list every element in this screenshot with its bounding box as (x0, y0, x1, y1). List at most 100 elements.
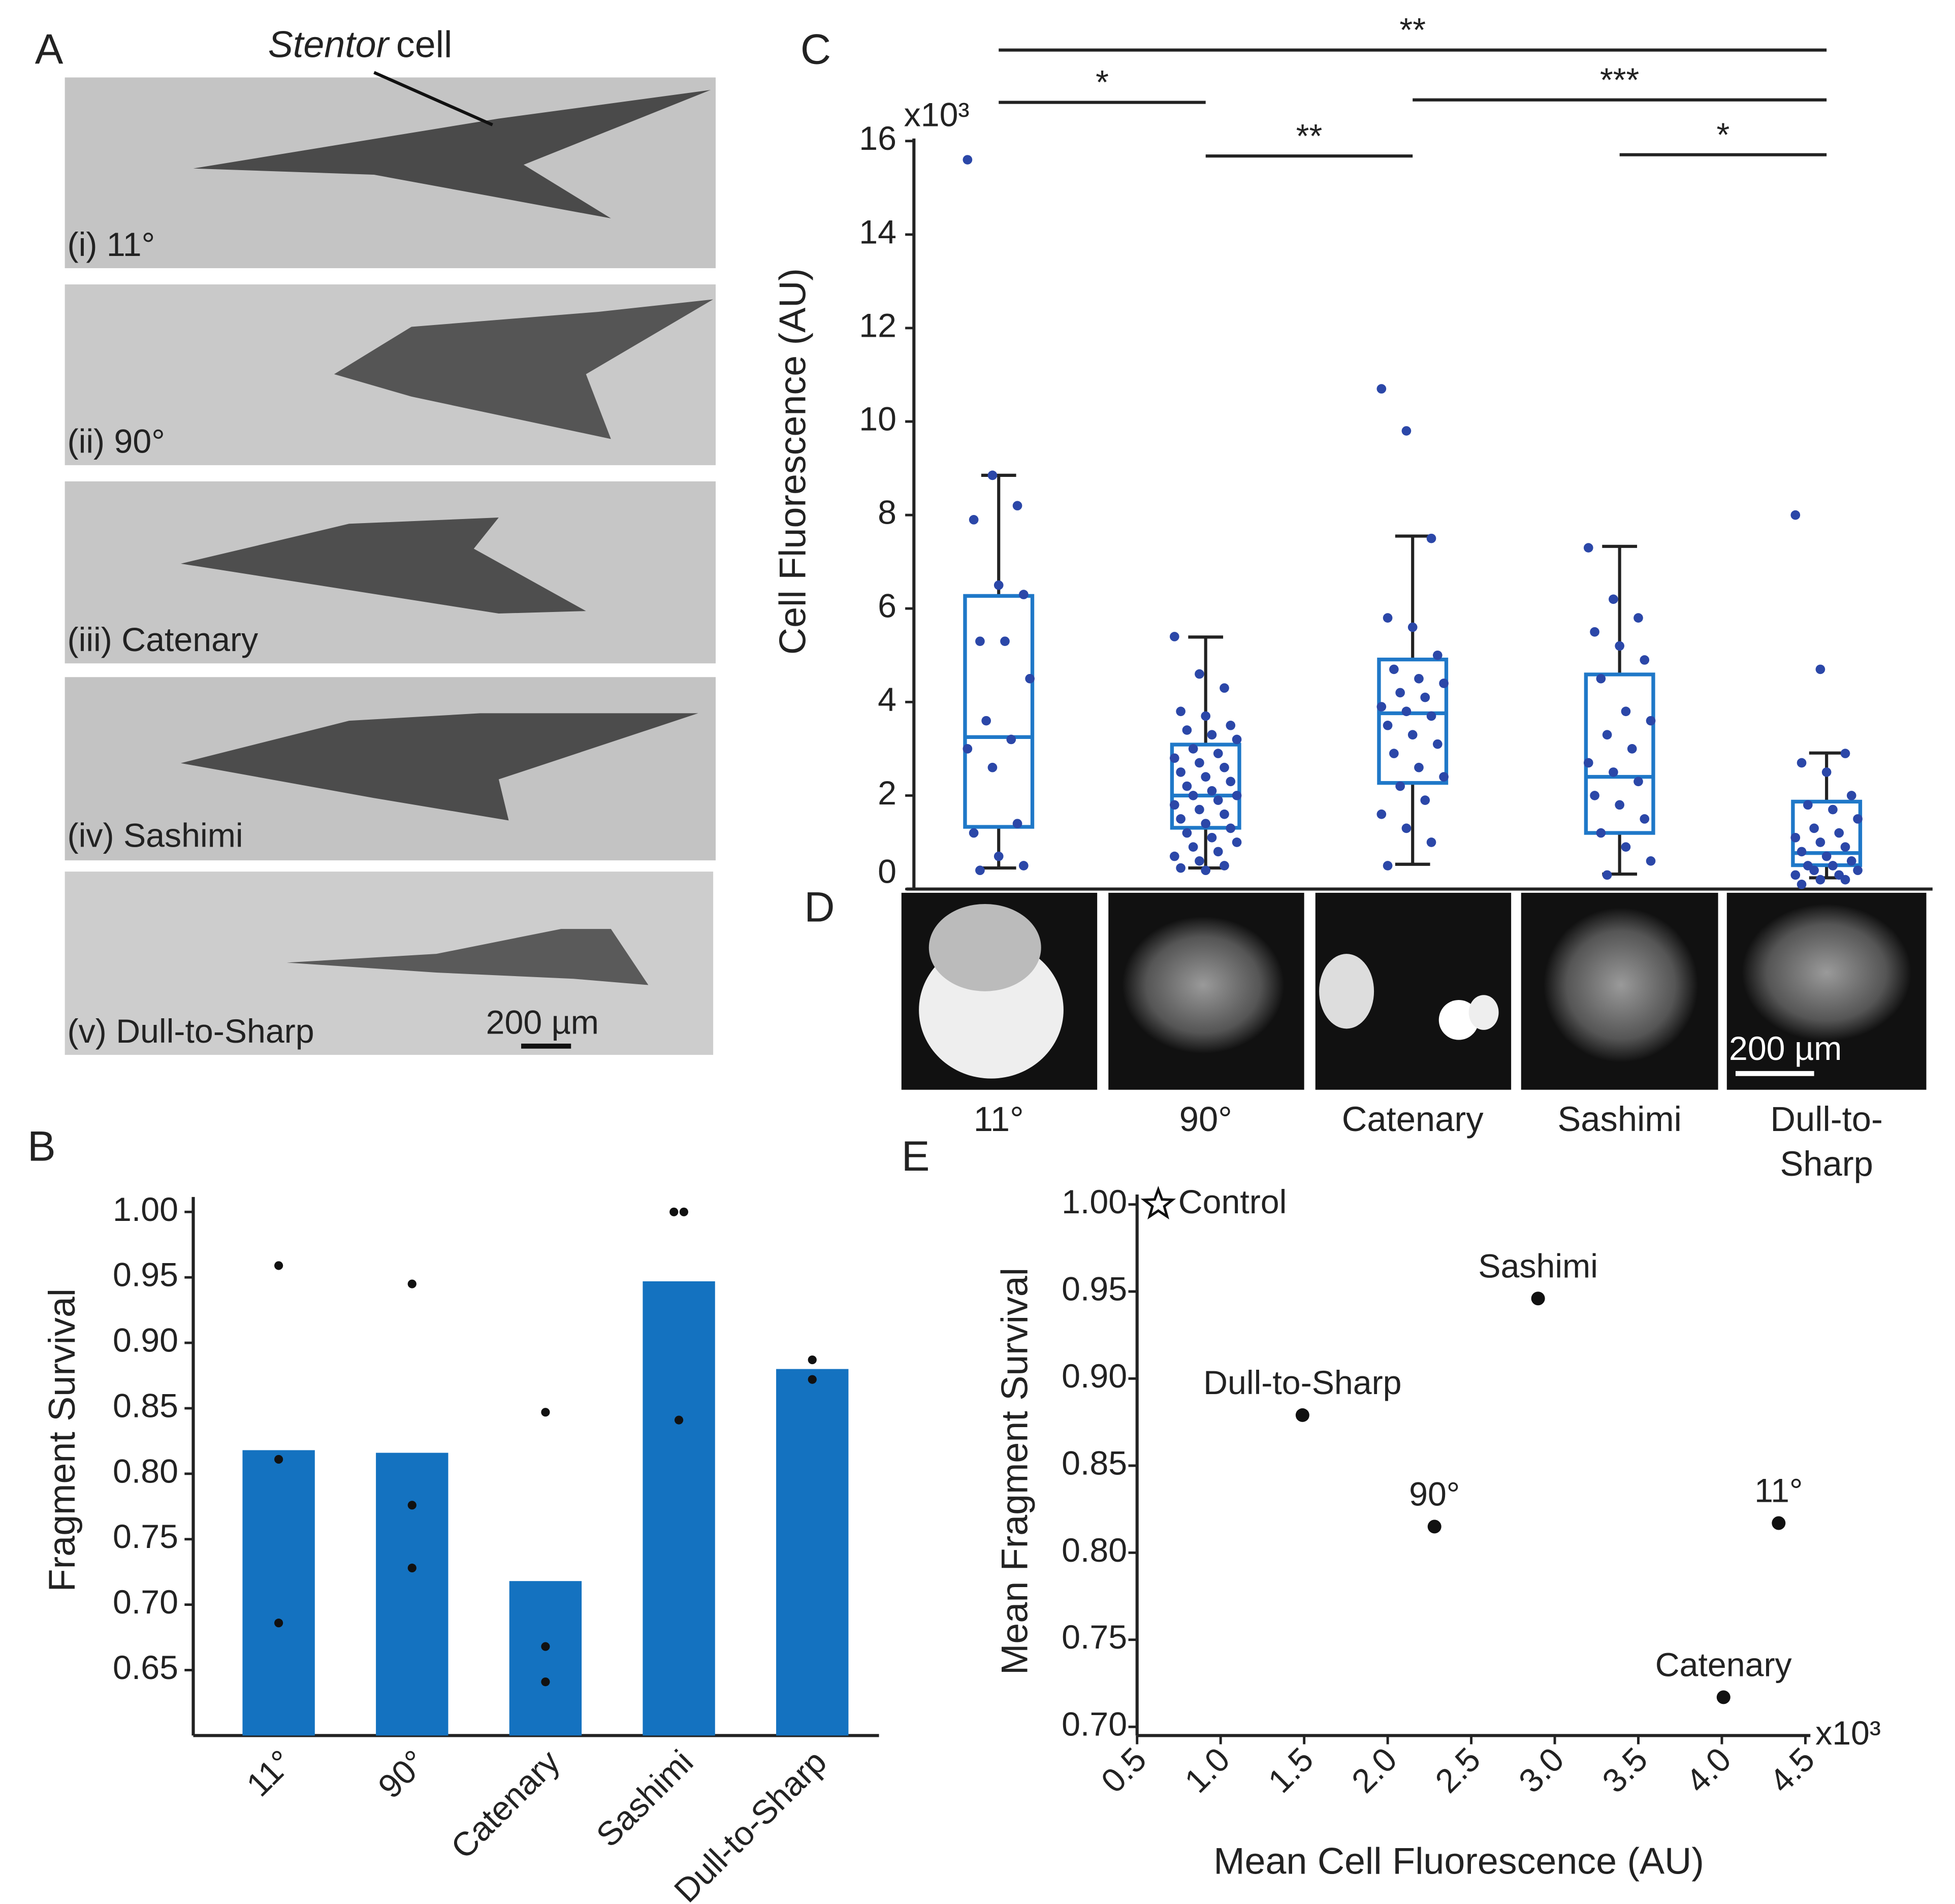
fluorescence-images: 200 µm (901, 892, 1927, 1090)
cell (1438, 1000, 1479, 1040)
x-tick-label: 90° (371, 1743, 434, 1805)
data-point (1213, 795, 1223, 805)
data-point (1401, 706, 1412, 717)
y-tick-label: 0 (878, 853, 896, 891)
bar (376, 1453, 448, 1736)
y-tick-label: 10 (859, 401, 896, 438)
data-point (1201, 711, 1211, 721)
data-point (993, 851, 1004, 861)
data-point (1401, 823, 1412, 833)
data-point (1602, 870, 1612, 880)
data-point (1797, 758, 1807, 768)
data-point (1220, 762, 1229, 772)
data-point (1583, 543, 1593, 553)
data-point (1201, 819, 1211, 828)
category-label-box: Catenary (1342, 1100, 1484, 1138)
cell (1468, 995, 1499, 1030)
x-tick-label: 4.0 (1679, 1740, 1738, 1800)
point-label: Catenary (1655, 1646, 1792, 1684)
x-axis-label: Mean Cell Fluorescence (AU) (1213, 1840, 1704, 1882)
data-point (1640, 814, 1650, 824)
data-point (274, 1619, 283, 1628)
data-point (1407, 622, 1418, 632)
data-point (1018, 861, 1029, 870)
significance-label: * (1096, 64, 1109, 102)
data-point (1840, 842, 1850, 852)
x-tick-label: 2.5 (1428, 1740, 1488, 1800)
data-point (274, 1261, 283, 1270)
data-point (1815, 837, 1825, 847)
data-point (1170, 632, 1179, 641)
data-point (1401, 426, 1412, 436)
category-label-box: Dull-to-Sharp (1770, 1100, 1883, 1183)
data-point (1295, 1408, 1309, 1422)
y-tick-label: 0.90 (1062, 1358, 1127, 1395)
point-label: Dull-to-Sharp (1203, 1364, 1401, 1402)
x-tick-label: 3.5 (1595, 1740, 1655, 1800)
data-point (1383, 861, 1393, 870)
blade (180, 713, 698, 821)
y-tick-label: 0.80 (113, 1453, 178, 1490)
point-label: 11° (1754, 1472, 1803, 1510)
data-point (1025, 673, 1035, 684)
data-point (1018, 590, 1029, 599)
data-point (1232, 837, 1242, 847)
cell (928, 903, 1041, 991)
data-point (969, 828, 979, 838)
y-axis-label: Mean Fragment Survival (993, 1268, 1036, 1675)
data-point (541, 1677, 550, 1687)
y-tick-label: 16 (859, 120, 896, 157)
data-point (1840, 875, 1850, 885)
y-tick-label: 0.95 (113, 1256, 178, 1294)
data-point (1182, 725, 1192, 735)
panel-label: D (804, 883, 835, 930)
data-point (808, 1355, 817, 1365)
blade (193, 90, 711, 218)
data-point (1376, 809, 1387, 819)
data-point (1170, 851, 1179, 861)
panel-label: A (35, 25, 63, 73)
y-tick-label: 14 (859, 213, 896, 251)
data-point (1439, 679, 1449, 688)
data-point (1195, 804, 1204, 815)
data-point (407, 1279, 416, 1288)
data-point (1426, 837, 1436, 847)
y-tick-label: 2 (878, 774, 896, 812)
data-point (675, 1415, 684, 1425)
y-tick-label: 1.00 (113, 1191, 178, 1229)
annotation-text: cell (396, 23, 452, 66)
data-point (541, 1408, 550, 1417)
data-point (1188, 744, 1198, 754)
data-point (1420, 795, 1430, 805)
category-label-box: Sashimi (1557, 1100, 1682, 1139)
data-point (669, 1207, 679, 1216)
data-point (1790, 832, 1801, 843)
data-point (1213, 847, 1223, 857)
x-tick-label: Catenary (444, 1743, 567, 1866)
cell (1319, 954, 1374, 1029)
data-point (1389, 749, 1399, 758)
y-tick-label: 12 (859, 307, 896, 344)
data-point (1207, 786, 1217, 796)
data-point (1220, 809, 1229, 819)
data-point (1195, 758, 1204, 768)
x-tick-label: Sashimi (589, 1743, 700, 1854)
scale-bar-label: 200 µm (486, 1004, 599, 1042)
data-point (1176, 863, 1185, 873)
panel-label: B (27, 1122, 56, 1170)
x-tick-label: Sashimi (1557, 1100, 1682, 1139)
x-tick-label: 1.5 (1261, 1740, 1321, 1800)
data-point (1846, 856, 1856, 866)
data-point (1012, 819, 1022, 828)
data-point (1383, 721, 1393, 730)
data-point (1176, 706, 1185, 717)
data-point (1853, 865, 1863, 876)
significance-label: ** (1399, 12, 1426, 49)
data-point (975, 636, 985, 646)
data-point (1615, 641, 1625, 651)
data-point (1201, 865, 1211, 876)
data-point (1646, 856, 1656, 866)
data-point (1376, 702, 1387, 712)
data-point (1220, 861, 1229, 870)
